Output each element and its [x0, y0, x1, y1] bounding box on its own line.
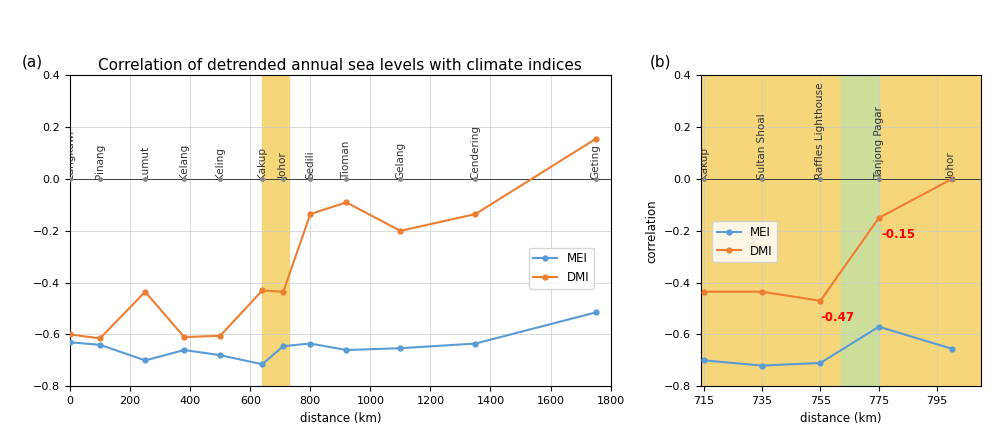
- DMI: [94, 336, 106, 341]
- DMI: [256, 288, 268, 293]
- MEI: [815, 361, 827, 366]
- Text: Cendering: Cendering: [470, 125, 480, 179]
- Line: MEI: MEI: [701, 324, 954, 368]
- Text: Kakup: Kakup: [257, 147, 267, 179]
- DMI: [214, 333, 226, 338]
- Y-axis label: correlation: correlation: [646, 199, 659, 263]
- Text: Raffles Lighthouse: Raffles Lighthouse: [816, 83, 826, 179]
- Text: Pinang: Pinang: [95, 144, 105, 179]
- Line: MEI: MEI: [68, 310, 598, 367]
- Title: Correlation of detrended annual sea levels with climate indices: Correlation of detrended annual sea leve…: [98, 58, 583, 73]
- DMI: [394, 228, 406, 234]
- Text: Kelang: Kelang: [179, 144, 189, 179]
- DMI: [139, 289, 151, 294]
- Text: Langkawi: Langkawi: [65, 130, 75, 179]
- MEI: [277, 344, 289, 349]
- DMI: [873, 215, 885, 221]
- DMI: [946, 176, 958, 182]
- MEI: [756, 363, 768, 368]
- DMI: [277, 289, 289, 294]
- Line: DMI: DMI: [68, 136, 598, 341]
- Legend: MEI, DMI: MEI, DMI: [529, 247, 594, 289]
- Legend: MEI, DMI: MEI, DMI: [712, 221, 778, 262]
- Text: -0.15: -0.15: [882, 228, 916, 241]
- MEI: [256, 361, 268, 367]
- Text: Lumut: Lumut: [140, 146, 150, 179]
- Text: Sedili: Sedili: [305, 151, 315, 179]
- X-axis label: distance (km): distance (km): [299, 412, 381, 424]
- Bar: [262, 75, 289, 386]
- Text: Keling: Keling: [215, 147, 225, 179]
- DMI: [64, 332, 76, 337]
- MEI: [214, 353, 226, 358]
- MEI: [590, 310, 602, 315]
- MEI: [178, 347, 190, 353]
- DMI: [590, 136, 602, 142]
- MEI: [946, 346, 958, 351]
- MEI: [873, 324, 885, 329]
- MEI: [139, 358, 151, 363]
- Text: Johor: Johor: [278, 152, 288, 179]
- Text: Geting: Geting: [591, 144, 601, 179]
- Text: Johor: Johor: [947, 152, 957, 179]
- MEI: [469, 341, 481, 346]
- Text: (b): (b): [651, 54, 672, 69]
- Line: DMI: DMI: [701, 177, 954, 303]
- DMI: [304, 211, 316, 217]
- MEI: [698, 358, 710, 363]
- Text: Tanjong Pagar: Tanjong Pagar: [874, 106, 884, 179]
- Text: Tioman: Tioman: [341, 141, 351, 179]
- DMI: [469, 211, 481, 217]
- MEI: [394, 345, 406, 351]
- Text: Gelang: Gelang: [395, 142, 405, 179]
- DMI: [756, 289, 768, 294]
- DMI: [698, 289, 710, 294]
- MEI: [94, 342, 106, 348]
- X-axis label: distance (km): distance (km): [800, 412, 882, 424]
- MEI: [64, 340, 76, 345]
- DMI: [178, 334, 190, 340]
- Text: Kakup: Kakup: [699, 147, 709, 179]
- DMI: [340, 200, 352, 205]
- Text: Sultan Shoal: Sultan Shoal: [757, 114, 767, 179]
- MEI: [340, 347, 352, 353]
- DMI: [815, 298, 827, 304]
- MEI: [304, 341, 316, 346]
- Text: (a): (a): [21, 54, 43, 69]
- Bar: [841, 75, 879, 386]
- Text: -0.47: -0.47: [821, 311, 855, 324]
